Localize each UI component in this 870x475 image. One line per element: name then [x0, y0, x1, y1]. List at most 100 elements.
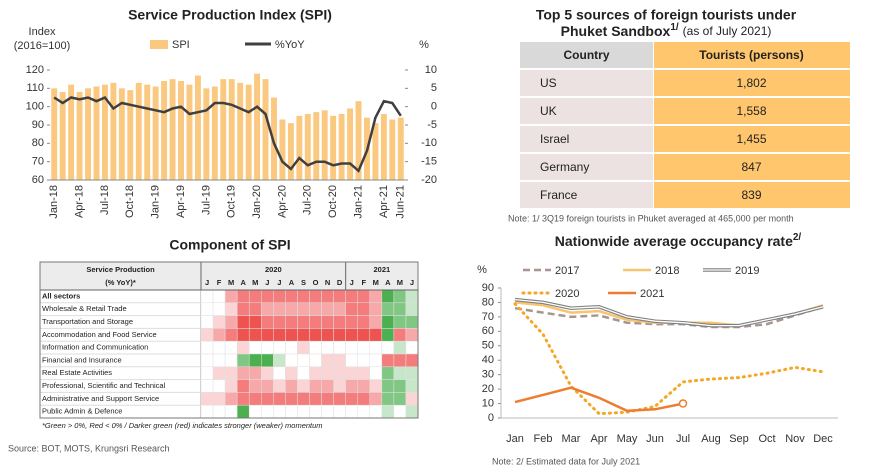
x-tick-label: Jul — [676, 433, 690, 445]
y-tick-label: 80 — [482, 296, 494, 308]
heatmap-cell — [393, 379, 407, 393]
heatmap-footnote: *Green > 0%, Red < 0% / Darker green (re… — [42, 421, 323, 430]
heatmap-month: D — [337, 278, 343, 287]
x-tick-label: Jul-18 — [99, 185, 111, 215]
heatmap-cell — [321, 379, 334, 393]
bar — [296, 115, 303, 180]
heatmap-cell — [297, 392, 310, 406]
heatmap-cell — [393, 302, 407, 316]
heatmap-cell — [273, 289, 286, 304]
heatmap-cell — [212, 366, 226, 380]
heatmap-cell — [357, 289, 371, 304]
heatmap-cell — [405, 340, 419, 355]
line-series — [514, 386, 684, 413]
heatmap-cell — [224, 353, 238, 368]
x-tick-label: Sep — [729, 433, 749, 445]
heatmap-cell — [224, 328, 238, 342]
heatmap-cell — [369, 302, 383, 316]
heatmap-cell — [333, 353, 346, 368]
table-cell — [654, 98, 850, 124]
heatmap-cell — [285, 392, 298, 406]
heatmap-cell — [357, 340, 371, 355]
heatmap-month: J — [350, 278, 354, 287]
y-tick-label: 100 — [26, 101, 44, 113]
bar — [194, 75, 201, 180]
heatmap-cell — [393, 392, 407, 406]
legend-label: 2019 — [735, 265, 759, 277]
heatmap-cell — [297, 404, 310, 419]
heatmap-cell — [405, 328, 419, 342]
heatmap-cell — [224, 366, 238, 380]
heatmap-row-label: All sectors — [42, 291, 80, 300]
heatmap-cell — [297, 366, 310, 380]
heatmap-cell — [381, 353, 395, 368]
heatmap-cell — [357, 353, 371, 368]
table-cell — [520, 126, 653, 152]
legend-swatch — [150, 40, 168, 49]
heatmap-cell — [248, 404, 262, 419]
table-title-note: (as of July 2021) — [683, 24, 772, 38]
heatmap-cell — [345, 404, 358, 419]
bar — [254, 73, 261, 180]
heatmap-cell — [333, 379, 346, 393]
heatmap-cell — [212, 379, 226, 393]
heatmap-cell — [200, 353, 214, 368]
heatmap-title: Component of SPI — [169, 237, 290, 253]
heatmap-cell — [309, 340, 322, 355]
heatmap-cell — [405, 315, 419, 329]
heatmap-cell — [200, 340, 214, 355]
heatmap-cell — [285, 302, 298, 316]
heatmap-cell — [297, 302, 310, 316]
heatmap-cell — [405, 366, 419, 380]
legend-label: 2017 — [555, 265, 579, 277]
heatmap-cell — [369, 340, 383, 355]
bar — [220, 79, 227, 180]
heatmap-month: F — [361, 278, 366, 287]
y-tick-label: 0 — [488, 412, 494, 424]
table-cell-text: France — [540, 188, 578, 202]
x-tick-label: Jan — [506, 433, 524, 445]
heatmap-cell — [333, 340, 346, 355]
x-tick-label: Dec — [813, 433, 833, 445]
y-tick-label: 40 — [482, 354, 494, 366]
heatmap-row-label: Public Admin & Defence — [42, 407, 122, 416]
heatmap-cell — [273, 404, 286, 419]
heatmap-cell — [236, 315, 250, 329]
heatmap-cell — [236, 302, 250, 316]
heatmap-cell — [381, 392, 395, 406]
bar — [304, 114, 311, 180]
x-tick-label: Jun — [646, 433, 664, 445]
x-tick-label: Jan-20 — [251, 185, 263, 219]
heatmap-cell — [321, 366, 334, 380]
heatmap-cell — [309, 392, 322, 406]
heatmap-cell — [285, 328, 298, 342]
heatmap-cell — [393, 328, 407, 342]
y2-tick-label: 5 — [431, 82, 437, 94]
y-tick-label: 30 — [482, 369, 494, 381]
y-tick-label: 80 — [32, 137, 44, 149]
bar — [178, 81, 184, 180]
x-tick-label: Apr-18 — [73, 185, 85, 218]
y2-axis-label: % — [419, 39, 429, 51]
bar — [262, 79, 269, 180]
heatmap-cell — [321, 302, 334, 316]
heatmap-cell — [381, 379, 395, 393]
heatmap-cell — [393, 315, 407, 329]
heatmap-cell — [224, 392, 238, 406]
table-cell — [520, 98, 653, 124]
y-axis-label: Index — [29, 26, 56, 38]
x-tick-label: Jan-19 — [150, 185, 162, 219]
bar — [397, 117, 404, 180]
table-cell-text: 1,802 — [736, 76, 766, 90]
y-tick-label: 120 — [26, 64, 44, 76]
bar — [245, 84, 252, 180]
y2-tick-label: -5 — [427, 119, 437, 131]
y2-tick-label: 0 — [431, 101, 437, 113]
table-cell-text: Israel — [540, 132, 569, 146]
heatmap-cell — [369, 366, 383, 380]
heatmap-month: J — [410, 278, 414, 287]
heatmap-month: M — [252, 278, 258, 287]
table-cell-text: UK — [540, 104, 557, 118]
y-tick-label: 10 — [482, 397, 494, 409]
